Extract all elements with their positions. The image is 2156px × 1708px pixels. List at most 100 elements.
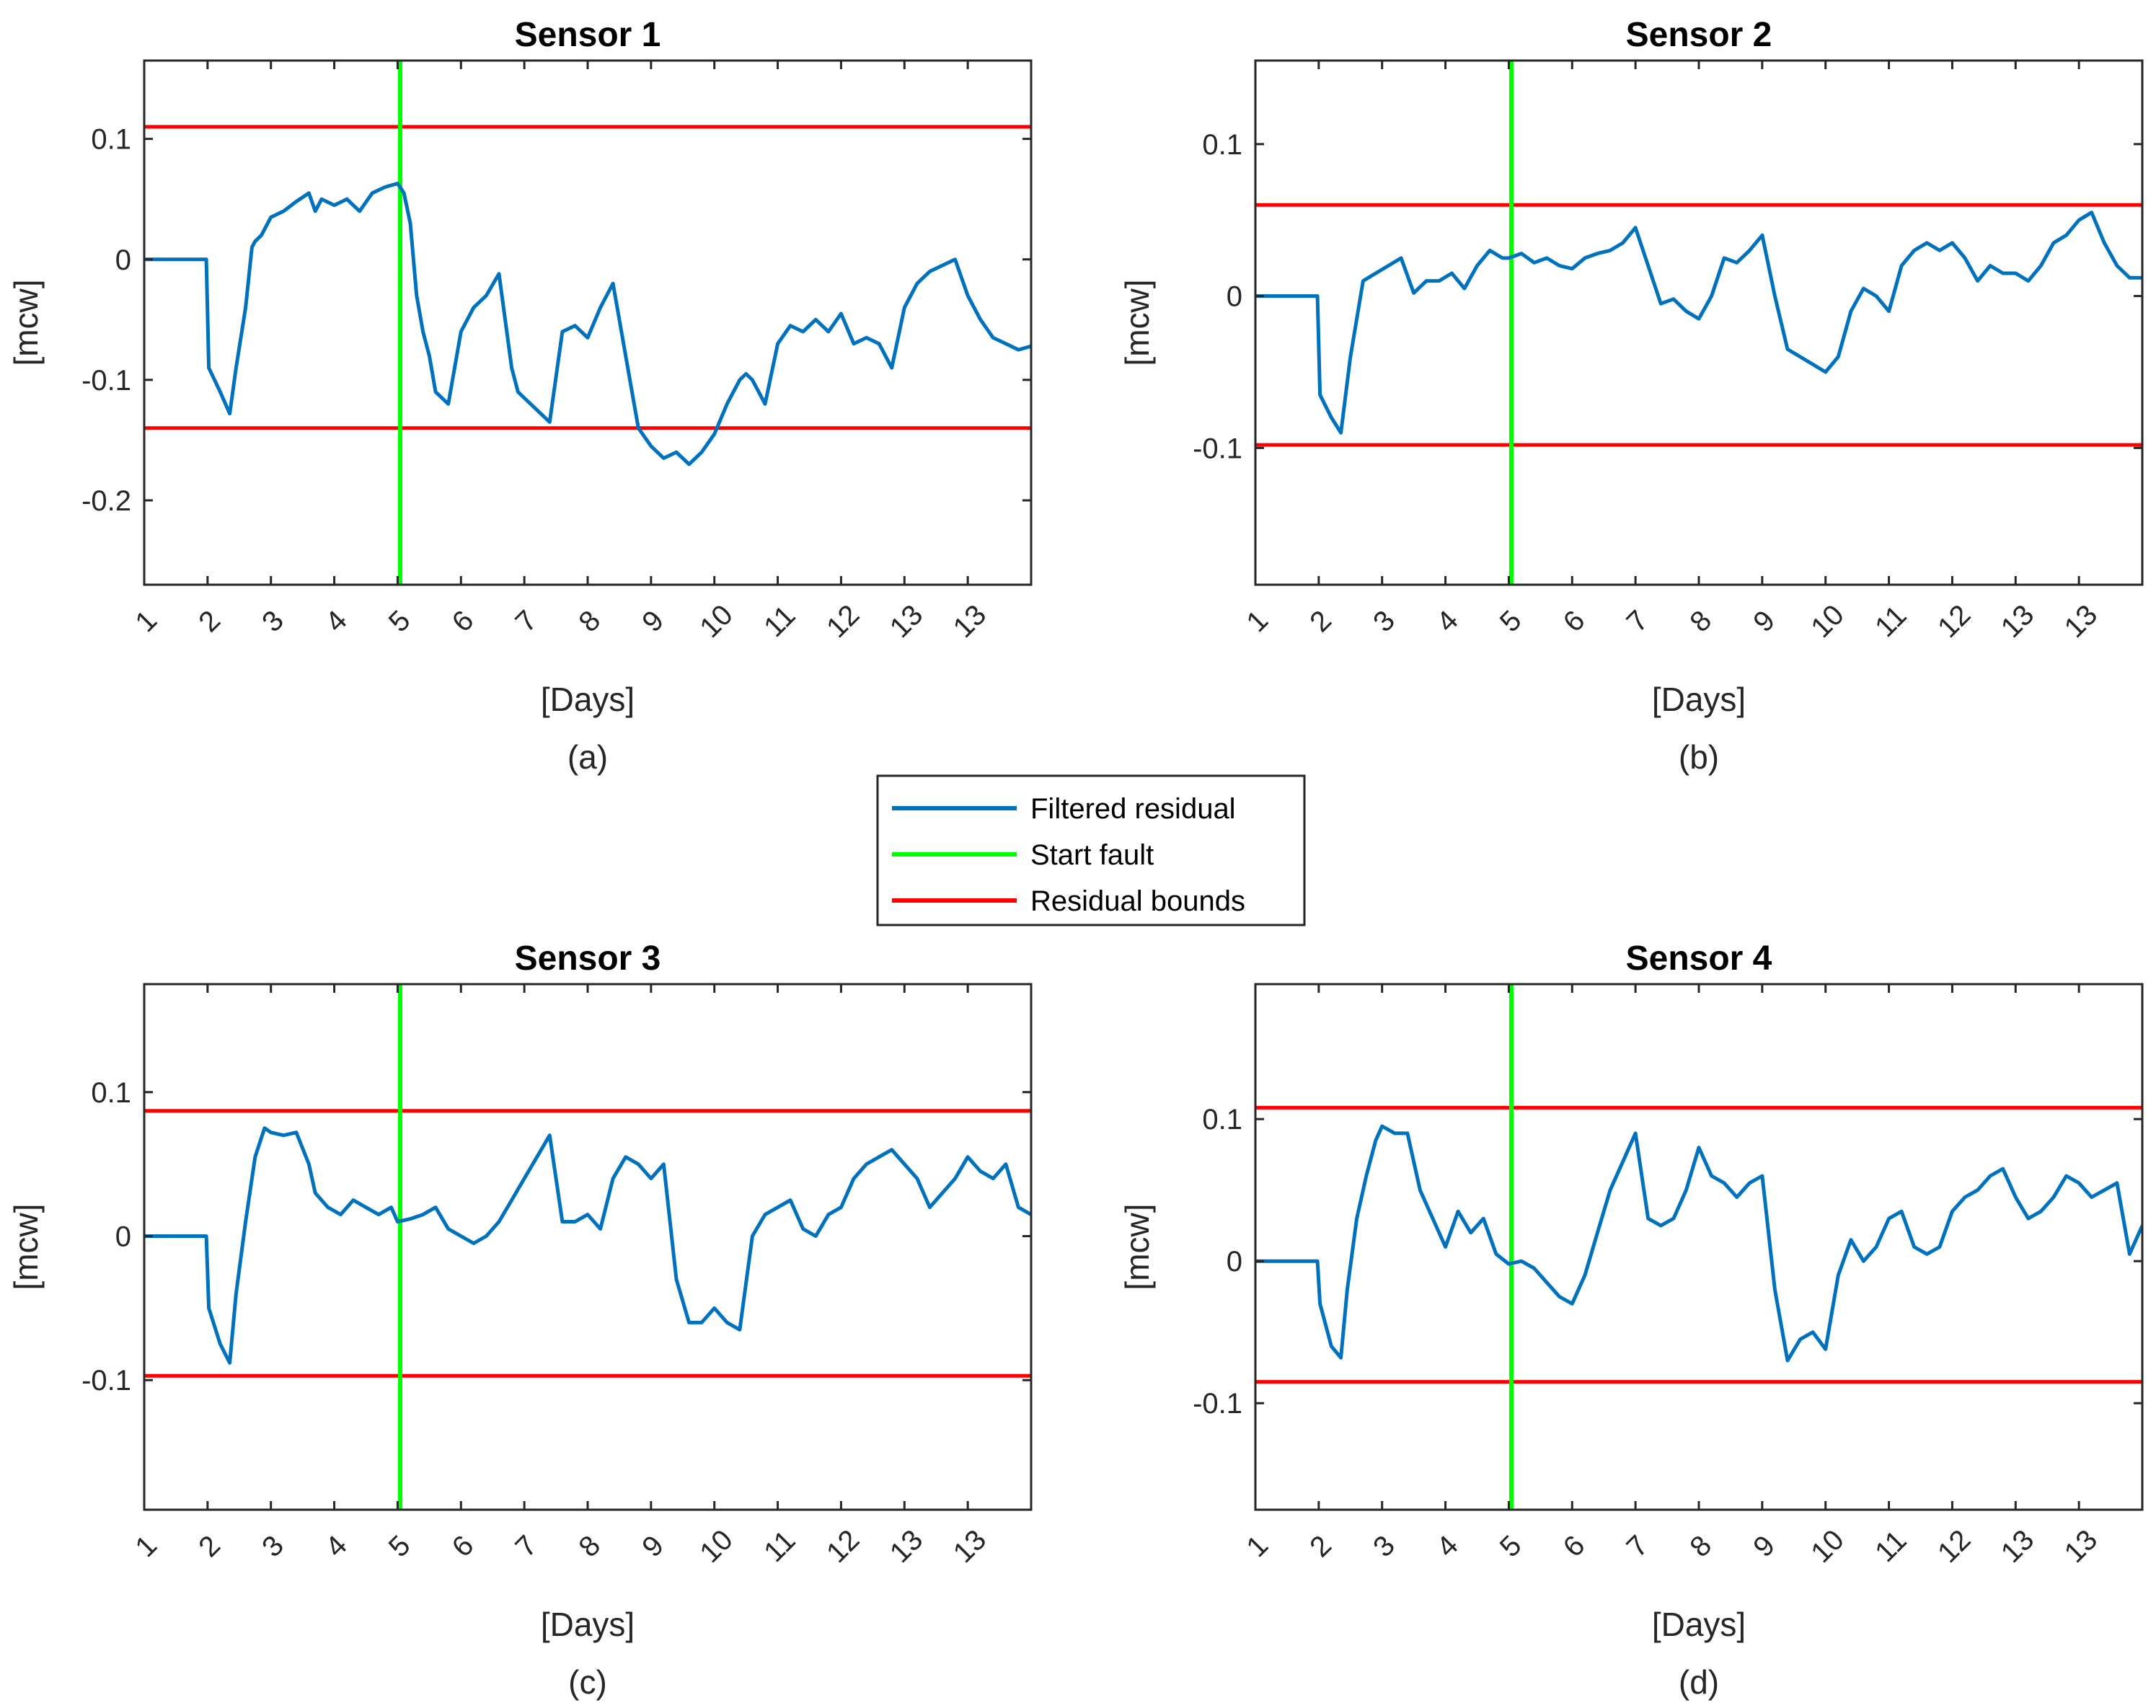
x-tick-label: 2 bbox=[1304, 1529, 1338, 1563]
y-tick-label: -0.1 bbox=[1193, 1388, 1242, 1420]
chart-title: Sensor 4 bbox=[1626, 939, 1772, 978]
x-tick-label: 13 bbox=[947, 599, 993, 645]
x-tick-label: 2 bbox=[1304, 604, 1338, 638]
x-tick-label: 10 bbox=[694, 1524, 739, 1570]
x-tick-label: 3 bbox=[1367, 604, 1401, 638]
x-tick-label: 2 bbox=[193, 1529, 226, 1563]
x-tick-label: 8 bbox=[1684, 1529, 1718, 1563]
x-tick-label: 12 bbox=[1932, 599, 1977, 645]
x-tick-label: 11 bbox=[1869, 1525, 1912, 1568]
x-tick-label: 9 bbox=[1747, 1529, 1781, 1563]
panel-caption: (b) bbox=[1679, 738, 1719, 776]
x-tick-label: 13 bbox=[947, 1524, 993, 1570]
plot-area bbox=[144, 984, 1031, 1510]
filtered-residual-line bbox=[1255, 1124, 2142, 1363]
x-axis-label: [Days] bbox=[541, 681, 635, 718]
x-tick-label: 11 bbox=[758, 1525, 801, 1568]
x-tick-label: 9 bbox=[1747, 604, 1781, 638]
x-axis-label: [Days] bbox=[1652, 1606, 1746, 1643]
y-tick-label: 0.1 bbox=[91, 124, 131, 156]
x-tick-label: 1 bbox=[1240, 1529, 1274, 1563]
x-tick-label: 10 bbox=[1805, 599, 1850, 645]
x-axis-label: [Days] bbox=[541, 1606, 635, 1643]
x-tick-label: 8 bbox=[1684, 604, 1718, 638]
chart-title: Sensor 3 bbox=[515, 939, 661, 978]
y-axis-label: [mcw] bbox=[1118, 1203, 1156, 1290]
y-axis-label: [mcw] bbox=[7, 279, 45, 366]
y-axis-label: [mcw] bbox=[1118, 279, 1156, 366]
y-tick-label: 0.1 bbox=[91, 1077, 131, 1109]
y-tick-label: 0.1 bbox=[1202, 129, 1242, 161]
plot-area bbox=[1255, 984, 2142, 1510]
x-tick-label: 7 bbox=[510, 604, 544, 638]
plot-area bbox=[144, 61, 1031, 585]
x-tick-label: 6 bbox=[1558, 1529, 1591, 1563]
x-tick-label: 5 bbox=[383, 604, 417, 638]
filtered-residual-line bbox=[144, 1126, 1031, 1365]
x-tick-label: 6 bbox=[446, 604, 480, 638]
y-tick-label: 0 bbox=[1227, 1246, 1242, 1278]
legend: Filtered residual Start fault Residual b… bbox=[876, 774, 1306, 926]
y-tick-label: -0.1 bbox=[1193, 433, 1242, 464]
y-tick-label: -0.2 bbox=[81, 485, 131, 517]
x-tick-label: 3 bbox=[1367, 1529, 1401, 1563]
x-tick-label: 1 bbox=[129, 604, 163, 638]
x-tick-label: 7 bbox=[510, 1529, 544, 1563]
x-tick-label: 9 bbox=[636, 604, 670, 638]
y-tick-label: 0 bbox=[115, 1221, 131, 1253]
y-tick-label: 0 bbox=[115, 244, 131, 276]
x-tick-label: 4 bbox=[1431, 1529, 1464, 1563]
x-tick-label: 13 bbox=[884, 599, 929, 645]
x-tick-label: 2 bbox=[193, 604, 226, 638]
x-tick-label: 5 bbox=[1494, 1529, 1528, 1563]
x-tick-label: 13 bbox=[1995, 1524, 2041, 1570]
x-axis-label: [Days] bbox=[1652, 681, 1746, 718]
x-tick-label: 4 bbox=[319, 604, 353, 638]
x-tick-label: 1 bbox=[1240, 604, 1274, 638]
x-tick-label: 5 bbox=[1494, 604, 1528, 638]
legend-label-residual-bounds: Residual bounds bbox=[1030, 885, 1245, 917]
panel-caption: (a) bbox=[567, 738, 608, 776]
x-tick-label: 13 bbox=[2059, 599, 2104, 645]
x-tick-label: 3 bbox=[256, 604, 290, 638]
x-tick-label: 7 bbox=[1621, 1529, 1655, 1563]
y-tick-label: 0.1 bbox=[1202, 1104, 1242, 1136]
x-tick-label: 7 bbox=[1621, 604, 1655, 638]
y-tick-label: 0 bbox=[1227, 281, 1242, 313]
x-tick-label: 9 bbox=[636, 1529, 670, 1563]
filtered-residual-line bbox=[1255, 211, 2142, 435]
x-tick-label: 11 bbox=[758, 600, 801, 643]
panel-caption: (c) bbox=[568, 1663, 607, 1701]
x-tick-label: 13 bbox=[2059, 1524, 2104, 1570]
x-tick-label: 6 bbox=[1558, 604, 1591, 638]
x-tick-label: 12 bbox=[821, 1524, 866, 1570]
x-tick-label: 4 bbox=[1431, 604, 1464, 638]
plot-area bbox=[1255, 61, 2142, 585]
legend-entry-start-fault: Start fault bbox=[892, 839, 1154, 871]
x-tick-label: 8 bbox=[573, 604, 606, 638]
legend-entry-filtered-residual: Filtered residual bbox=[892, 793, 1236, 825]
x-tick-label: 10 bbox=[694, 599, 739, 645]
filtered-residual-line bbox=[144, 182, 1031, 466]
legend-label-filtered-residual: Filtered residual bbox=[1030, 793, 1236, 825]
x-tick-label: 6 bbox=[446, 1529, 480, 1563]
legend-label-start-fault: Start fault bbox=[1030, 839, 1154, 871]
x-tick-label: 12 bbox=[821, 599, 866, 645]
x-tick-label: 3 bbox=[256, 1529, 290, 1563]
x-tick-label: 4 bbox=[319, 1529, 353, 1563]
x-tick-label: 5 bbox=[383, 1529, 417, 1563]
x-tick-label: 8 bbox=[573, 1529, 606, 1563]
y-tick-label: -0.1 bbox=[81, 365, 131, 397]
y-axis-label: [mcw] bbox=[7, 1203, 45, 1290]
y-tick-label: -0.1 bbox=[81, 1365, 131, 1397]
x-tick-label: 13 bbox=[884, 1524, 929, 1570]
x-tick-label: 1 bbox=[129, 1529, 163, 1563]
chart-title: Sensor 1 bbox=[515, 16, 661, 54]
legend-entry-residual-bounds: Residual bounds bbox=[892, 885, 1245, 917]
x-tick-label: 10 bbox=[1805, 1524, 1850, 1570]
